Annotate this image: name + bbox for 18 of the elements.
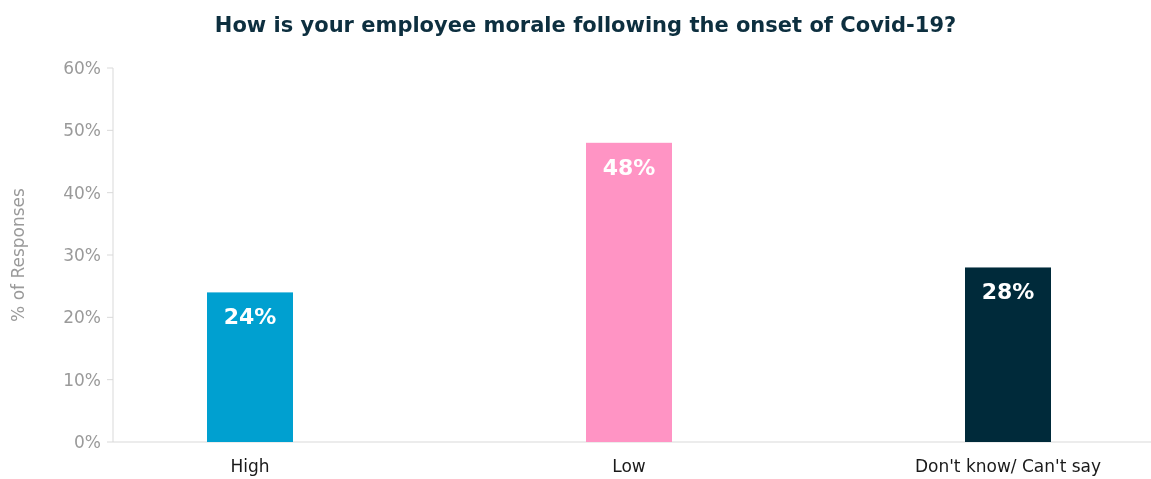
data-label: 28% xyxy=(981,279,1035,305)
y-tick-label: 40% xyxy=(63,182,101,203)
x-tick-label: Low xyxy=(612,456,646,476)
bar xyxy=(586,142,672,442)
data-label: 24% xyxy=(223,304,277,330)
data-label: 48% xyxy=(602,154,656,180)
y-tick-label: 30% xyxy=(63,244,101,265)
y-axis-title: % of Responses xyxy=(8,187,28,322)
y-tick-label: 50% xyxy=(63,120,101,141)
chart-title: How is your employee morale following the onset of Covid-19? xyxy=(214,13,957,37)
y-tick-label: 20% xyxy=(63,307,101,328)
y-tick-label: 10% xyxy=(63,369,101,390)
x-tick-label: Don't know/ Can't say xyxy=(914,456,1102,476)
y-tick-label: 0% xyxy=(74,431,101,452)
bar xyxy=(207,292,293,442)
bar xyxy=(965,267,1051,442)
y-tick-label: 60% xyxy=(63,57,101,78)
x-tick-label: High xyxy=(230,456,270,476)
